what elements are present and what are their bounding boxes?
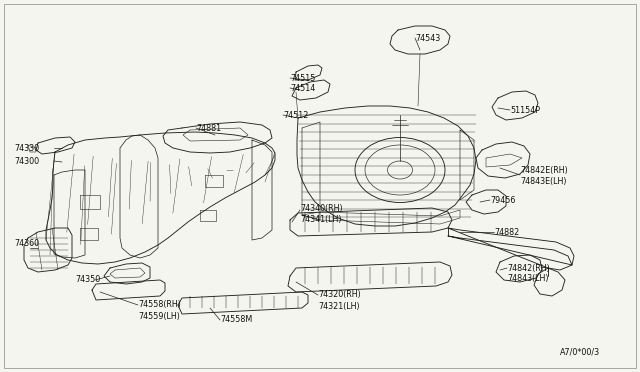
Text: 74514: 74514: [290, 83, 316, 93]
Text: 74881: 74881: [196, 124, 221, 132]
Text: 74340(RH): 74340(RH): [300, 203, 342, 212]
Text: 74559(LH): 74559(LH): [138, 311, 180, 321]
Text: 74843E(LH): 74843E(LH): [520, 176, 566, 186]
Text: 79456: 79456: [490, 196, 515, 205]
Text: 74320(RH): 74320(RH): [318, 291, 361, 299]
Text: A7/0*00/3: A7/0*00/3: [560, 347, 600, 356]
Text: 74300: 74300: [14, 157, 39, 166]
Text: 74558M: 74558M: [220, 315, 252, 324]
Text: 74843(LH): 74843(LH): [507, 275, 548, 283]
Text: 74512: 74512: [283, 110, 308, 119]
Text: 74350: 74350: [75, 276, 100, 285]
Text: 51154P: 51154P: [510, 106, 540, 115]
Text: 74543: 74543: [415, 33, 440, 42]
Text: 74558(RH): 74558(RH): [138, 301, 181, 310]
Text: 74515: 74515: [290, 74, 316, 83]
Text: 74882: 74882: [494, 228, 519, 237]
FancyBboxPatch shape: [4, 4, 636, 368]
Text: 74842E(RH): 74842E(RH): [520, 166, 568, 174]
Text: 74842(RH): 74842(RH): [507, 263, 550, 273]
Text: 74330: 74330: [14, 144, 39, 153]
Text: 74321(LH): 74321(LH): [318, 301, 360, 311]
Text: 74341(LH): 74341(LH): [300, 215, 342, 224]
Text: 74360: 74360: [14, 238, 39, 247]
